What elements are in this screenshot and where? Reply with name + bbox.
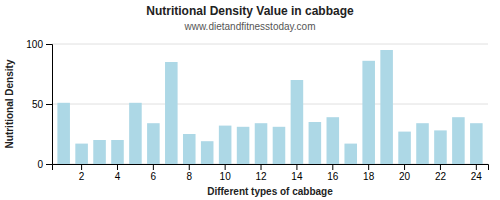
- bar: [309, 122, 322, 164]
- x-tick: 6: [151, 164, 157, 182]
- plot: 24681012141618202224050100: [26, 39, 488, 182]
- x-tick: 10: [220, 164, 232, 182]
- grid-line: [52, 104, 488, 105]
- x-tick: 22: [435, 164, 447, 182]
- bar: [237, 127, 250, 164]
- y-tick-label: 0: [37, 159, 43, 170]
- bar: [93, 140, 106, 164]
- bar: [147, 123, 160, 164]
- bar: [362, 61, 375, 164]
- x-tick: 24: [471, 164, 483, 182]
- y-axis: 0 50 100: [26, 39, 52, 170]
- bar: [452, 117, 465, 164]
- x-tick-mark: [332, 164, 333, 170]
- x-tick: 12: [255, 164, 267, 182]
- x-tick-label: 10: [220, 171, 232, 182]
- x-tick-mark: [440, 164, 441, 170]
- y-tick: 50: [32, 99, 52, 110]
- bar: [434, 130, 447, 164]
- bar: [398, 132, 411, 164]
- y-tick-mark: [46, 164, 52, 165]
- bars: [57, 50, 482, 164]
- grid: [52, 44, 488, 164]
- title: Nutritional Density Value in cabbage: [146, 4, 354, 18]
- x-tick-label: 18: [363, 171, 375, 182]
- x-tick: 18: [363, 164, 375, 182]
- bar: [291, 80, 304, 164]
- bar: [416, 123, 429, 164]
- y-tick-mark: [46, 104, 52, 105]
- x-tick: 8: [186, 164, 192, 182]
- bar: [380, 50, 393, 164]
- x-tick: 20: [399, 164, 411, 182]
- x-axis-title: Different types of cabbage: [207, 186, 333, 197]
- bar: [75, 144, 88, 164]
- y-tick: 100: [26, 39, 52, 50]
- x-tick-label: 4: [115, 171, 121, 182]
- bar: [57, 103, 70, 164]
- y-tick-label: 50: [32, 99, 44, 110]
- x-tick-label: 14: [291, 171, 303, 182]
- bar: [273, 127, 286, 164]
- x-tick: 4: [115, 164, 121, 182]
- x-tick-label: 24: [471, 171, 483, 182]
- x-tick-mark: [261, 164, 262, 170]
- x-tick-mark: [189, 164, 190, 170]
- x-axis-line: [53, 165, 489, 171]
- y-tick-mark: [46, 44, 52, 45]
- x-tick-mark: [153, 164, 154, 170]
- bar: [219, 126, 232, 164]
- x-tick-mark: [225, 164, 226, 170]
- bar: [183, 134, 196, 164]
- x-tick-mark: [368, 164, 369, 170]
- y-tick: 0: [37, 159, 52, 170]
- x-tick-label: 8: [186, 171, 192, 182]
- x-tick-label: 6: [151, 171, 157, 182]
- y-axis-line: [46, 45, 53, 165]
- x-tick-label: 16: [327, 171, 339, 182]
- bar: [255, 123, 268, 164]
- x-tick: 16: [327, 164, 339, 182]
- bar: [327, 117, 340, 164]
- grid-line: [52, 44, 488, 45]
- x-axis: 24681012141618202224: [53, 164, 489, 182]
- y-tick-label: 100: [26, 39, 43, 50]
- x-tick-mark: [117, 164, 118, 170]
- x-tick-mark: [476, 164, 477, 170]
- bar: [111, 140, 124, 164]
- bar: [470, 123, 483, 164]
- x-tick-label: 12: [255, 171, 267, 182]
- x-tick-label: 20: [399, 171, 411, 182]
- x-tick-label: 22: [435, 171, 447, 182]
- x-tick-mark: [296, 164, 297, 170]
- bar: [129, 103, 142, 164]
- x-tick: 14: [291, 164, 303, 182]
- x-tick-mark: [404, 164, 405, 170]
- x-tick: 2: [79, 164, 85, 182]
- bar: [165, 62, 178, 164]
- y-axis-title: Nutritional Density: [4, 59, 15, 148]
- x-tick-mark: [81, 164, 82, 170]
- chart: 24681012141618202224050100Nutritional De…: [0, 0, 500, 200]
- bar: [201, 141, 214, 164]
- bar: [344, 144, 357, 164]
- x-tick-label: 2: [79, 171, 85, 182]
- subtitle: www.dietandfitnesstoday.com: [184, 21, 316, 32]
